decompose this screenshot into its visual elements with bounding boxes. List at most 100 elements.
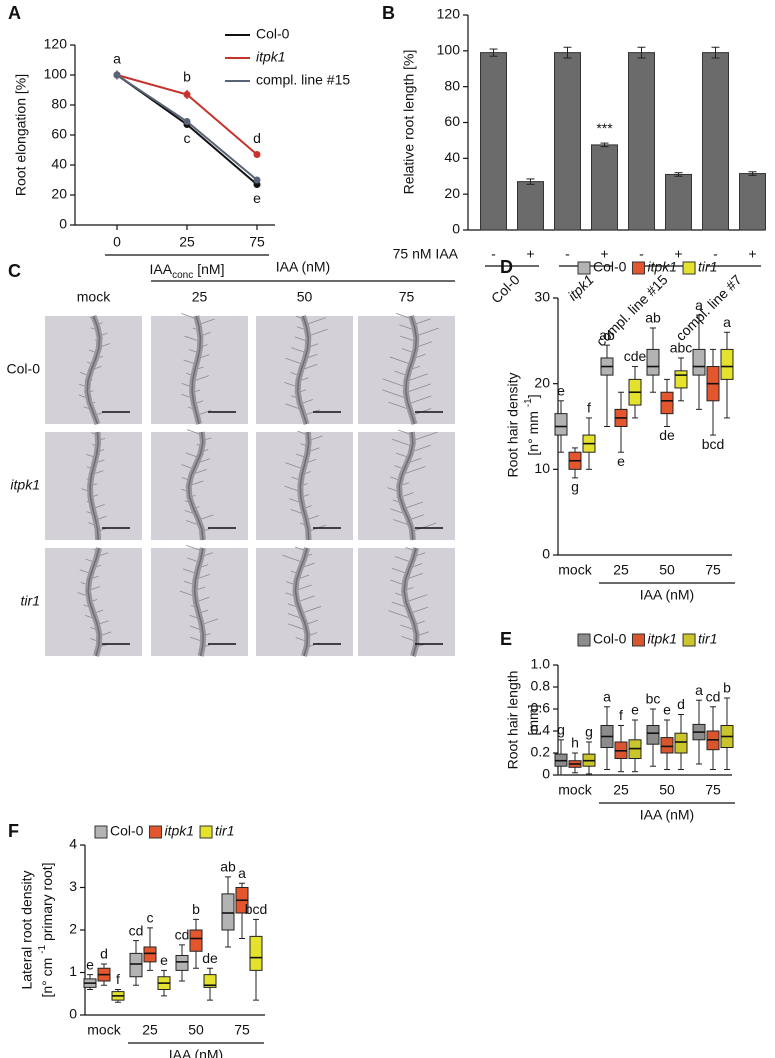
significance-letter: d	[100, 946, 108, 962]
y-unit-part: ]	[525, 394, 541, 398]
x-tick-label: 50	[659, 562, 675, 578]
y-tick-label: 0	[542, 766, 550, 782]
box	[129, 952, 143, 978]
root-hair	[401, 466, 426, 476]
significance-letter: abc	[670, 340, 693, 356]
box	[660, 737, 674, 754]
x-tick-label: +	[674, 246, 682, 262]
y-tick-label: 60	[51, 126, 67, 142]
y-tick-label: 100	[437, 42, 461, 58]
y-tick-label: 20	[444, 185, 460, 201]
significance-letter: bcd	[702, 436, 725, 452]
root-core	[296, 315, 310, 425]
root-hair	[382, 378, 406, 388]
box	[249, 935, 263, 971]
significance-letter: e	[557, 383, 565, 399]
y-tick-label: 0	[542, 546, 550, 562]
x-tick-label: -	[639, 246, 644, 262]
significance-letter: d	[677, 696, 685, 712]
significance-letter: e	[160, 952, 168, 968]
y-tick-label: 1.0	[531, 656, 551, 672]
legend-label: tir1	[698, 631, 717, 647]
panel-label: D	[500, 257, 513, 277]
x-tick-label: 25	[613, 562, 629, 578]
y-tick-label: 0	[59, 216, 67, 232]
x-tick-label: -	[565, 246, 570, 262]
box	[674, 732, 688, 754]
x-tick-label: mock	[558, 562, 592, 578]
legend-label: Col-0	[110, 823, 144, 839]
x-label-text: IAA	[150, 261, 173, 277]
x-tick-label: 75	[249, 234, 265, 250]
column-label: mock	[77, 289, 111, 305]
y-axis-unit: [n° cm -1 primary root]	[37, 862, 55, 997]
y-tick-label: 20	[51, 186, 67, 202]
root-core	[87, 547, 101, 657]
y-axis-label: Root hair length	[505, 671, 521, 770]
root-core	[187, 431, 204, 541]
y-tick-label: 20	[534, 374, 550, 390]
root-hair	[405, 383, 432, 394]
panel-label: B	[382, 3, 395, 23]
row-label: tir1	[21, 593, 40, 609]
y-tick-label: 0.6	[531, 700, 551, 716]
y-axis-label: Root elongation [%]	[13, 74, 29, 196]
y-tick-label: 40	[444, 149, 460, 165]
column-label: 75	[399, 289, 415, 305]
point	[183, 118, 191, 125]
root-hair	[412, 431, 438, 442]
root-hair	[285, 357, 304, 365]
x-tick-label: +	[600, 246, 608, 262]
significance-letter: b	[723, 680, 731, 696]
significance-letter: bcd	[245, 901, 268, 917]
box	[189, 929, 203, 952]
legend-swatch	[94, 825, 108, 839]
y-tick-label: 3	[69, 878, 77, 894]
significance-letter: ab	[220, 859, 236, 875]
bar-label: ***	[596, 120, 613, 136]
significance-letter: ab	[599, 327, 615, 343]
y-unit-part: [n° cm	[39, 954, 55, 998]
root-hair	[405, 594, 428, 603]
significance-letter: a	[695, 297, 703, 313]
x-tick-label: 75	[234, 1022, 250, 1038]
root-hair	[408, 395, 432, 405]
y-axis-label: Root hair density	[505, 372, 521, 477]
root-hair	[403, 501, 423, 510]
y-tick-label: 1	[69, 963, 77, 979]
y-unit-part: -1	[523, 398, 534, 407]
bar	[665, 173, 692, 231]
root-core	[86, 315, 101, 425]
legend-label: itpk1	[256, 49, 286, 65]
bar	[702, 52, 729, 231]
bar	[591, 144, 618, 231]
column-label: 25	[192, 289, 208, 305]
point	[253, 176, 261, 184]
legend-swatch	[682, 633, 696, 647]
root-hair	[382, 389, 407, 399]
x-tick-label: mock	[87, 1022, 121, 1038]
x-axis-label: IAA (nM)	[640, 807, 694, 823]
legend-label: compl. line #15	[256, 72, 350, 88]
x-tick-label: -	[713, 246, 718, 262]
y-tick-label: 0	[69, 1006, 77, 1022]
panel-label: A	[8, 3, 21, 23]
significance-letter: e	[617, 453, 625, 469]
box	[646, 725, 660, 745]
root-core	[191, 315, 202, 425]
significance-letter: a	[723, 314, 731, 330]
y-unit-part: primary root]	[39, 862, 55, 944]
x-tick-label: 50	[659, 782, 675, 798]
y-tick-label: 60	[444, 113, 460, 129]
bar	[739, 173, 766, 231]
legend-label: Col-0	[593, 259, 627, 275]
x-tick-label: 75	[705, 562, 721, 578]
root-hair	[282, 554, 303, 563]
x-tick-label: 25	[142, 1022, 158, 1038]
point-label: e	[253, 190, 261, 206]
root-hair	[308, 328, 328, 337]
legend-label: itpk1	[164, 823, 194, 839]
y-unit-part: [n° mm	[525, 407, 541, 455]
y-tick-label: 10	[534, 460, 550, 476]
bar	[517, 181, 544, 231]
